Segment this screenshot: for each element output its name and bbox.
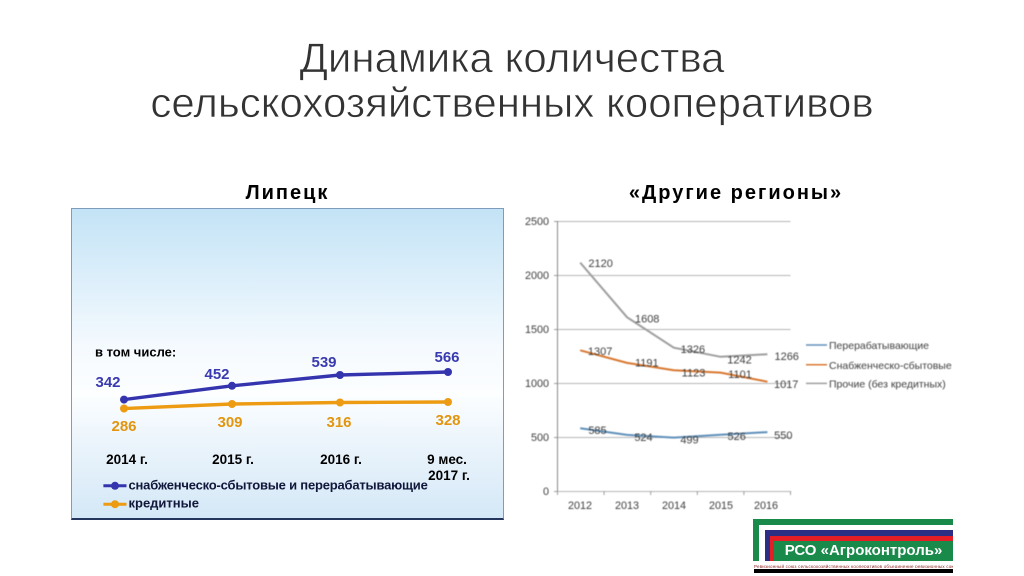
svg-text:1123: 1123 [682,367,706,379]
svg-text:2000: 2000 [525,270,549,282]
svg-text:2016: 2016 [754,500,778,512]
svg-text:снабженческо-сбытовые и перера: снабженческо-сбытовые и перерабатывающие [129,478,428,493]
svg-text:500: 500 [531,432,549,444]
svg-text:2013: 2013 [615,500,639,512]
svg-text:Перерабатывающие: Перерабатывающие [829,340,929,352]
svg-text:1500: 1500 [525,324,549,336]
svg-text:585: 585 [588,425,606,437]
svg-text:526: 526 [728,431,746,443]
svg-text:2015: 2015 [709,500,733,512]
svg-text:1101: 1101 [728,369,752,381]
svg-text:1608: 1608 [635,314,659,326]
svg-text:2016 г.: 2016 г. [320,452,362,467]
svg-text:286: 286 [111,418,136,435]
svg-text:1266: 1266 [774,351,798,363]
svg-text:2014: 2014 [662,500,686,512]
svg-text:2014 г.: 2014 г. [106,452,148,467]
svg-text:1326: 1326 [681,344,705,356]
svg-text:кредитные: кредитные [129,496,199,511]
svg-text:499: 499 [680,434,698,446]
svg-text:1191: 1191 [635,358,659,370]
svg-text:550: 550 [774,430,792,442]
svg-text:1017: 1017 [774,379,798,391]
svg-text:524: 524 [634,432,652,444]
svg-text:1307: 1307 [588,346,612,358]
svg-text:309: 309 [217,414,242,431]
svg-text:2012: 2012 [568,500,592,512]
svg-text:566: 566 [434,349,459,366]
svg-text:316: 316 [326,414,351,431]
svg-text:539: 539 [311,354,336,371]
svg-text:0: 0 [543,486,549,498]
svg-text:2500: 2500 [525,216,549,228]
svg-text:2120: 2120 [588,258,612,270]
svg-text:1242: 1242 [727,354,751,366]
svg-text:9 мес.: 9 мес. [427,452,467,467]
svg-text:1000: 1000 [525,378,549,390]
svg-text:в том числе:: в том числе: [95,345,176,360]
svg-text:2017 г.: 2017 г. [428,468,470,483]
svg-text:452: 452 [204,366,229,383]
svg-text:Прочие (без кредитных): Прочие (без кредитных) [829,378,946,390]
svg-text:328: 328 [435,412,460,429]
svg-text:Снабженческо-сбытовые: Снабженческо-сбытовые [829,360,952,372]
svg-text:342: 342 [95,374,120,391]
svg-text:2015 г.: 2015 г. [212,452,254,467]
